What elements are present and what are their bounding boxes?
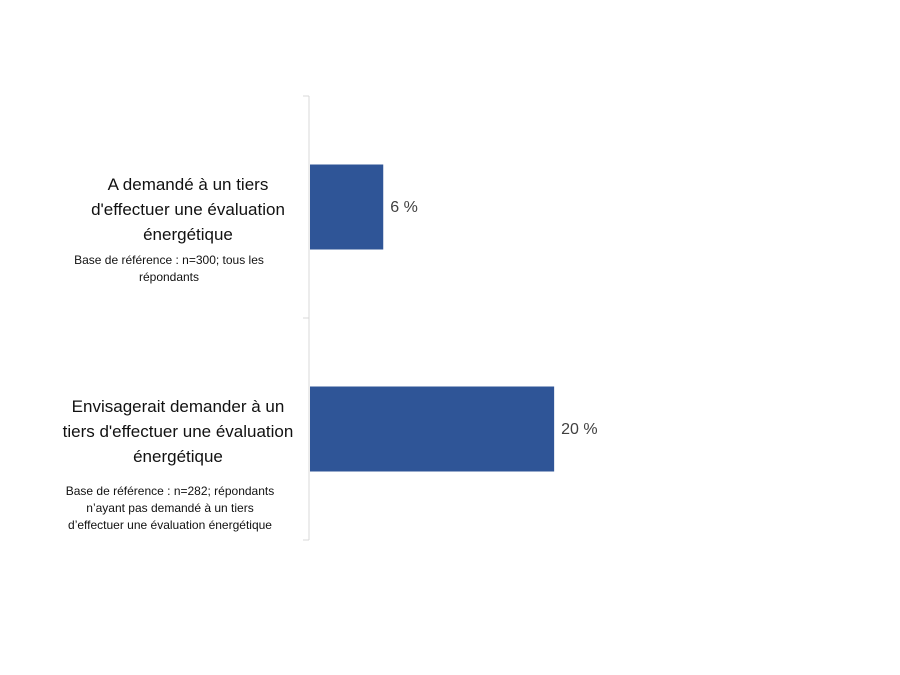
data-label-requested-assessment: 6 %: [390, 199, 418, 216]
base-note-requested-assessment: Base de référence : n=300; tous les répo…: [74, 253, 264, 284]
data-label-would-consider-requesting: 20 %: [561, 421, 597, 438]
base-note-would-consider-requesting: Base de référence : n=282; répondants n’…: [65, 484, 275, 532]
bar-would-consider-requesting: [310, 386, 555, 472]
bar-requested-assessment: [310, 164, 384, 250]
category-label-would-consider-requesting: Envisagerait demander à un tiers d'effec…: [62, 397, 294, 466]
category-label-requested-assessment: A demandé à un tiers d'effectuer une éva…: [91, 175, 285, 244]
